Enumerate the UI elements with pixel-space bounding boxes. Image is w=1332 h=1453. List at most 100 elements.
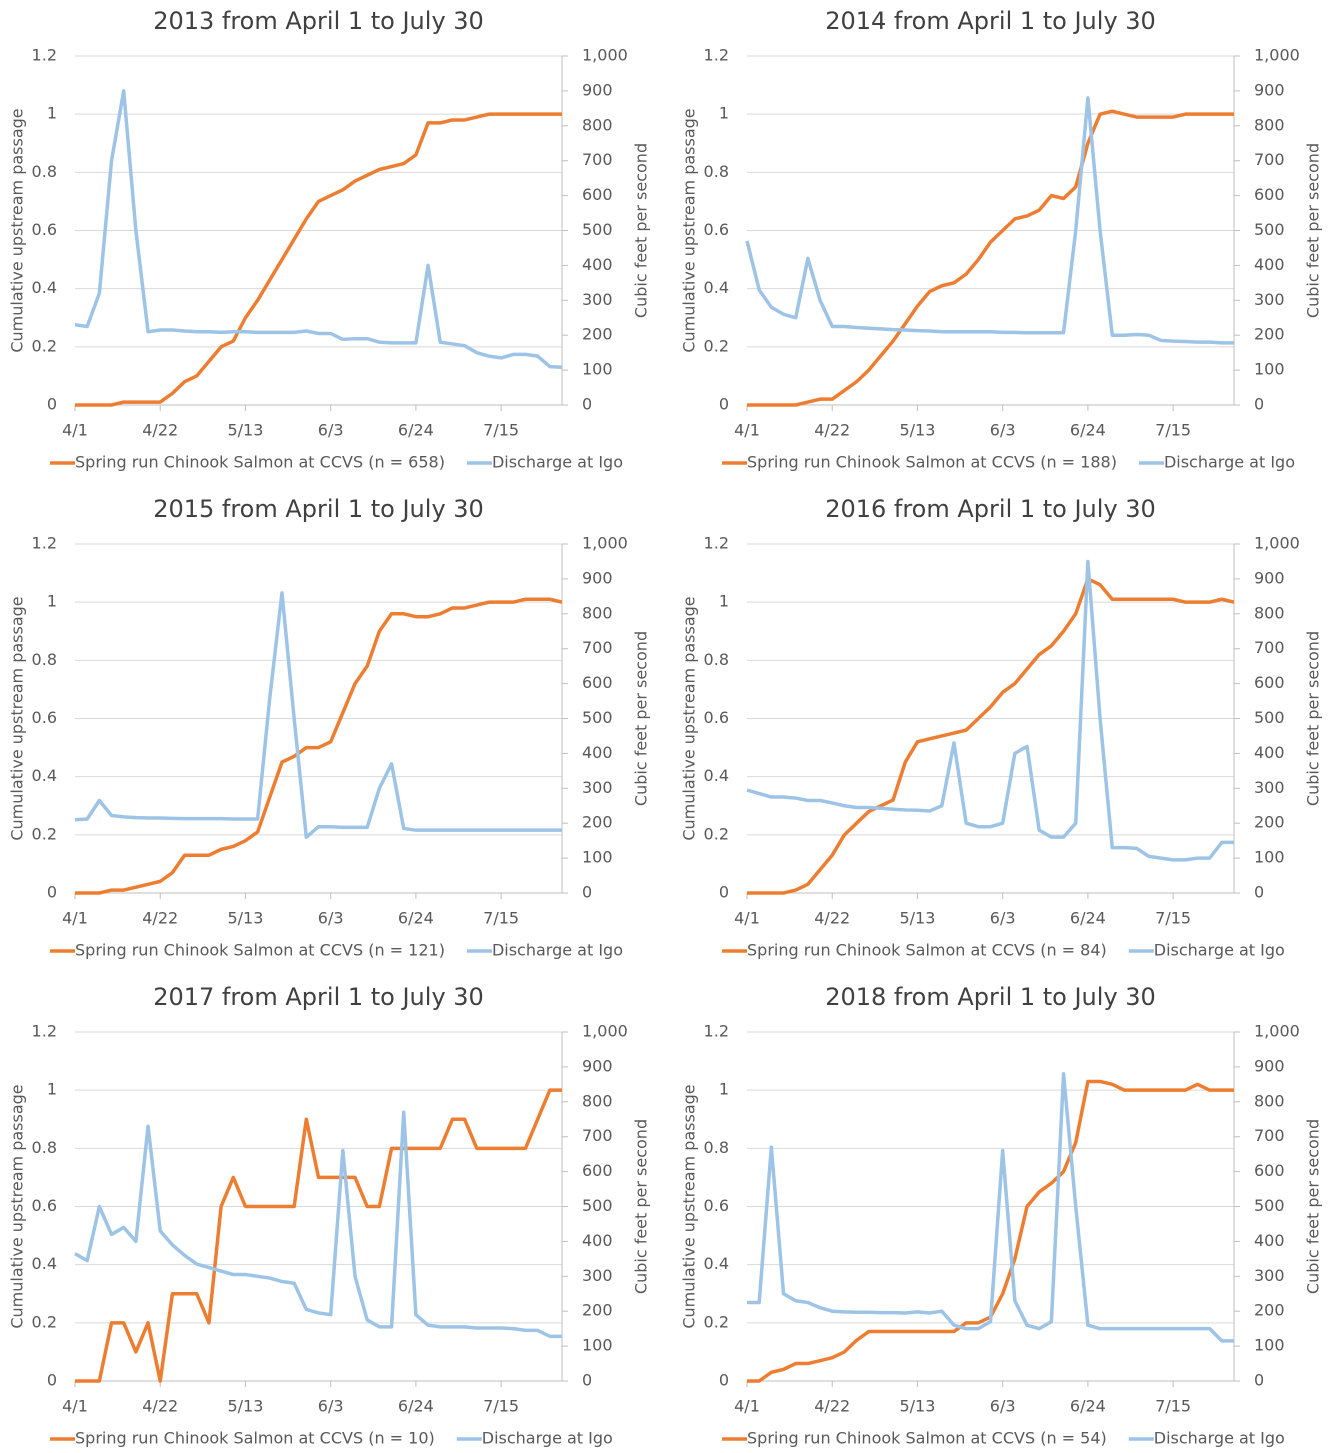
y2-tick-label: 100 [582, 1336, 613, 1355]
x-tick-label: 5/13 [227, 421, 263, 440]
y2-tick-label: 100 [1254, 848, 1285, 867]
series-line [75, 1088, 562, 1383]
x-tick-label: 4/1 [62, 421, 88, 440]
y-axis-title: Cumulative upstream passage [680, 1084, 699, 1328]
chart-title: 2016 from April 1 to July 30 [825, 495, 1156, 523]
y-tick-label: 0.2 [704, 824, 729, 843]
y2-tick-label: 800 [1254, 1091, 1285, 1110]
y2-tick-label: 900 [1254, 80, 1285, 99]
y2-tick-label: 100 [582, 848, 613, 867]
x-tick-label: 4/1 [734, 909, 760, 928]
y2-axis-title: Cubic feet per second [632, 1119, 651, 1294]
x-tick-label: 7/15 [483, 1397, 519, 1416]
chart-title: 2014 from April 1 to July 30 [825, 7, 1156, 35]
y2-tick-label: 700 [582, 638, 613, 657]
x-tick-label: 4/22 [142, 421, 178, 440]
x-tick-label: 6/3 [990, 909, 1016, 928]
y2-tick-label: 600 [582, 185, 613, 204]
y2-tick-label: 0 [1254, 1371, 1264, 1390]
y2-tick-label: 200 [1254, 1301, 1285, 1320]
y2-tick-label: 400 [1254, 743, 1285, 762]
y-tick-label: 1 [719, 1080, 729, 1099]
x-tick-label: 7/15 [1155, 1397, 1191, 1416]
series-line [747, 1079, 1234, 1383]
x-tick-label: 6/24 [398, 909, 434, 928]
y2-tick-label: 100 [1254, 360, 1285, 379]
x-tick-label: 7/15 [1155, 909, 1191, 928]
x-tick-label: 7/15 [483, 421, 519, 440]
x-tick-label: 6/24 [398, 421, 434, 440]
y2-axis-title: Cubic feet per second [632, 143, 651, 318]
y2-tick-label: 400 [1254, 255, 1285, 274]
chart-title: 2015 from April 1 to July 30 [153, 495, 484, 523]
y-tick-label: 1.2 [704, 534, 729, 553]
legend-label: Discharge at Igo [1164, 453, 1295, 472]
y-tick-label: 1.2 [32, 534, 57, 553]
x-tick-label: 4/1 [734, 421, 760, 440]
y2-tick-label: 700 [1254, 638, 1285, 657]
y2-tick-label: 300 [582, 1266, 613, 1285]
y2-tick-label: 400 [582, 255, 613, 274]
x-tick-label: 7/15 [1155, 421, 1191, 440]
x-tick-label: 5/13 [899, 1397, 935, 1416]
x-tick-label: 6/24 [1070, 909, 1106, 928]
y2-tick-label: 200 [582, 1301, 613, 1320]
y-tick-label: 0.8 [32, 650, 57, 669]
x-tick-label: 4/22 [142, 909, 178, 928]
y2-tick-label: 500 [582, 708, 613, 727]
y2-tick-label: 500 [582, 220, 613, 239]
x-tick-label: 6/3 [318, 909, 344, 928]
x-tick-label: 6/3 [990, 421, 1016, 440]
y2-tick-label: 300 [1254, 778, 1285, 797]
legend-label: Spring run Chinook Salmon at CCVS (n = 1… [75, 941, 445, 960]
x-tick-label: 5/13 [227, 1397, 263, 1416]
x-tick-label: 4/1 [62, 1397, 88, 1416]
y2-tick-label: 1,000 [582, 46, 628, 65]
y-tick-label: 0 [719, 883, 729, 902]
legend-label: Discharge at Igo [1154, 941, 1285, 960]
y-tick-label: 1 [47, 1080, 57, 1099]
y2-tick-label: 0 [582, 1371, 592, 1390]
legend-label: Spring run Chinook Salmon at CCVS (n = 6… [75, 453, 445, 472]
y-tick-label: 1 [47, 592, 57, 611]
series-line [746, 559, 1234, 862]
y2-tick-label: 700 [582, 1126, 613, 1145]
y2-tick-label: 1,000 [582, 1022, 628, 1041]
y2-tick-label: 200 [1254, 813, 1285, 832]
y2-tick-label: 900 [582, 1056, 613, 1075]
y2-axis-title: Cubic feet per second [1304, 143, 1323, 318]
y-tick-label: 0.4 [704, 278, 729, 297]
x-tick-label: 6/3 [318, 1397, 344, 1416]
y-tick-label: 1.2 [704, 1022, 729, 1041]
x-tick-label: 6/24 [1070, 421, 1106, 440]
legend-label: Discharge at Igo [482, 1429, 613, 1448]
y2-tick-label: 600 [1254, 673, 1285, 692]
y-tick-label: 0.6 [32, 220, 57, 239]
y2-tick-label: 900 [1254, 568, 1285, 587]
y-axis-title: Cumulative upstream passage [8, 1084, 27, 1328]
chart-title: 2018 from April 1 to July 30 [825, 983, 1156, 1011]
y2-tick-label: 700 [1254, 150, 1285, 169]
y-tick-label: 0.6 [704, 1196, 729, 1215]
y-axis-title: Cumulative upstream passage [8, 596, 27, 840]
x-tick-label: 4/22 [814, 909, 850, 928]
series-line [74, 591, 562, 839]
y-tick-label: 0 [719, 1371, 729, 1390]
legend-label: Discharge at Igo [1154, 1429, 1285, 1448]
y2-tick-label: 0 [1254, 883, 1264, 902]
y-tick-label: 1.2 [32, 46, 57, 65]
series-line [74, 89, 563, 370]
y2-tick-label: 900 [582, 568, 613, 587]
y2-axis-title: Cubic feet per second [1304, 1119, 1323, 1294]
y-tick-label: 1.2 [32, 1022, 57, 1041]
y-tick-label: 0 [47, 1371, 57, 1390]
y2-tick-label: 600 [1254, 1161, 1285, 1180]
y2-tick-label: 800 [582, 115, 613, 134]
y-tick-label: 0.6 [32, 708, 57, 727]
y-tick-label: 0.2 [704, 336, 729, 355]
y-axis-title: Cumulative upstream passage [8, 108, 27, 352]
chart-title: 2013 from April 1 to July 30 [153, 7, 484, 35]
series-line [745, 96, 1234, 345]
